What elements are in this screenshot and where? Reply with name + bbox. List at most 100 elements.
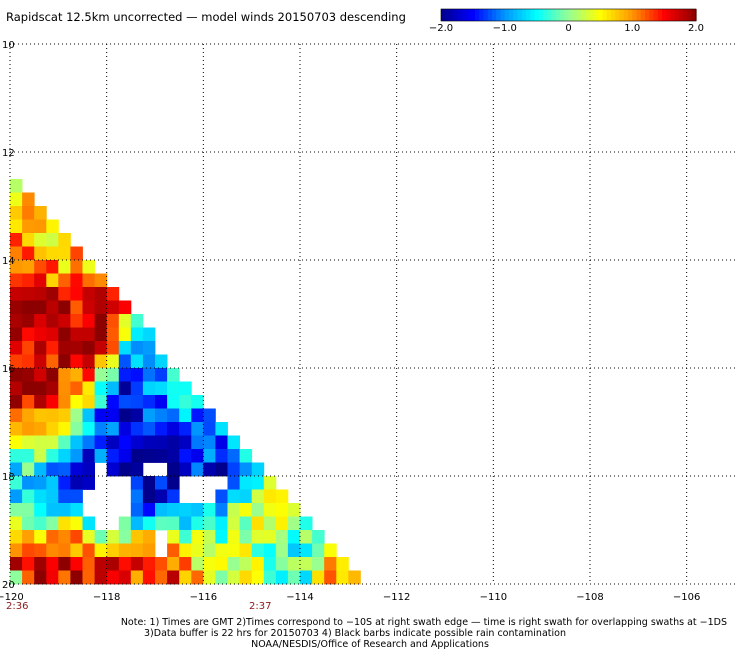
heatmap-cell [263,530,277,544]
heatmap-cell [239,489,253,504]
heatmap-cell [10,462,23,477]
heatmap-cell [10,489,23,504]
heatmap-cell [22,327,35,342]
heatmap-cell [287,530,301,544]
heatmap-cell [46,543,59,558]
colorbar-segment [564,9,570,21]
heatmap-cell [22,435,35,450]
heatmap-cell [22,354,35,369]
heatmap-cell [58,327,71,342]
heatmap-cell [263,516,277,531]
heatmap-cell [203,570,216,585]
heatmap-cell [70,557,83,571]
heatmap-cell [34,462,47,477]
heatmap-cell [22,273,35,288]
heatmap-cell [324,570,337,585]
colorbar-segment [662,9,667,21]
colorbar-tick-label: 1.0 [624,23,640,34]
heatmap-cell [239,449,253,463]
heatmap-cell [94,300,108,315]
heatmap-cell [263,543,277,558]
colorbar-segment [687,9,693,21]
heatmap-cell [239,476,253,490]
colorbar-segment [577,9,582,21]
heatmap-cell [312,570,325,585]
heatmap-cell [130,381,144,396]
heatmap-cell [251,530,265,544]
heatmap-cell [58,233,71,247]
heatmap-cell [203,462,216,477]
heatmap-cell [118,354,132,369]
heatmap-cell [34,570,47,585]
heatmap-cell [106,327,120,342]
heatmap-cell [70,246,83,261]
heatmap-cell [58,530,71,544]
colorbar-segment [657,9,663,21]
heatmap-cell [94,530,108,544]
heatmap-cell [167,489,180,504]
colorbar-tick-label: 0 [565,23,571,34]
heatmap-cell [167,516,180,531]
heatmap-cell [58,570,71,585]
heatmap-cell [70,530,83,544]
heatmap-cell [348,570,361,585]
heatmap-cell [167,435,180,450]
heatmap-cell [275,557,289,571]
heatmap-cell [191,422,204,436]
colorbar-segment [679,9,684,21]
heatmap-cell [70,381,83,396]
colorbar-segment [483,9,489,21]
heatmap-cell [227,489,240,504]
heatmap-cell [34,287,47,301]
heatmap-cell [142,476,156,490]
heatmap-cell [34,219,47,234]
heatmap-cell [167,476,180,490]
heatmap-cell [58,557,71,571]
heatmap-cell [34,530,47,544]
heatmap-cell [118,300,132,315]
heatmap-cell [191,543,204,558]
colorbar-segment [479,9,485,21]
heatmap-cell [70,327,83,342]
heatmap-cell [287,516,301,531]
heatmap-cell [94,341,108,355]
heatmap-cell [203,557,216,571]
heatmap-cell [34,368,47,382]
x-tick-label: −106 [673,592,700,603]
heatmap-cell [142,327,156,342]
heatmap-cell [142,516,156,531]
colorbar-segment [560,9,565,21]
heatmap-cell [106,341,120,355]
heatmap-cell [203,543,216,558]
heatmap-cell [34,354,47,369]
heatmap-cell [239,543,253,558]
heatmap-cell [58,489,71,504]
heatmap-cell [106,381,120,396]
heatmap-cell [227,570,240,585]
colorbar-segment [445,9,451,21]
y-tick-label: 12 [2,148,15,159]
heatmap-cell [46,476,59,490]
heatmap-cell [22,489,35,504]
heatmap-cell [275,503,289,517]
heatmap-cell [94,408,108,423]
heatmap-cell [58,381,71,396]
heatmap-cell [10,327,23,342]
colorbar-segment [526,9,531,21]
heatmap-cell [106,557,120,571]
heatmap-cell [10,354,23,369]
heatmap-cell [22,300,35,315]
heatmap-cell [263,557,277,571]
colorbar-segment [500,9,506,21]
heatmap-cell [179,381,192,396]
colorbar-segment [453,9,459,21]
chart-title: Rapidscat 12.5km uncorrected — model win… [6,10,406,24]
heatmap-cell [167,503,180,517]
colorbar-segment [496,9,502,21]
heatmap-cell [46,422,59,436]
colorbar-segment [487,9,493,21]
heatmap-cell [94,435,108,450]
colorbar-segment [632,9,638,21]
x-tick-label: −108 [576,592,603,603]
heatmap-cell [46,503,59,517]
